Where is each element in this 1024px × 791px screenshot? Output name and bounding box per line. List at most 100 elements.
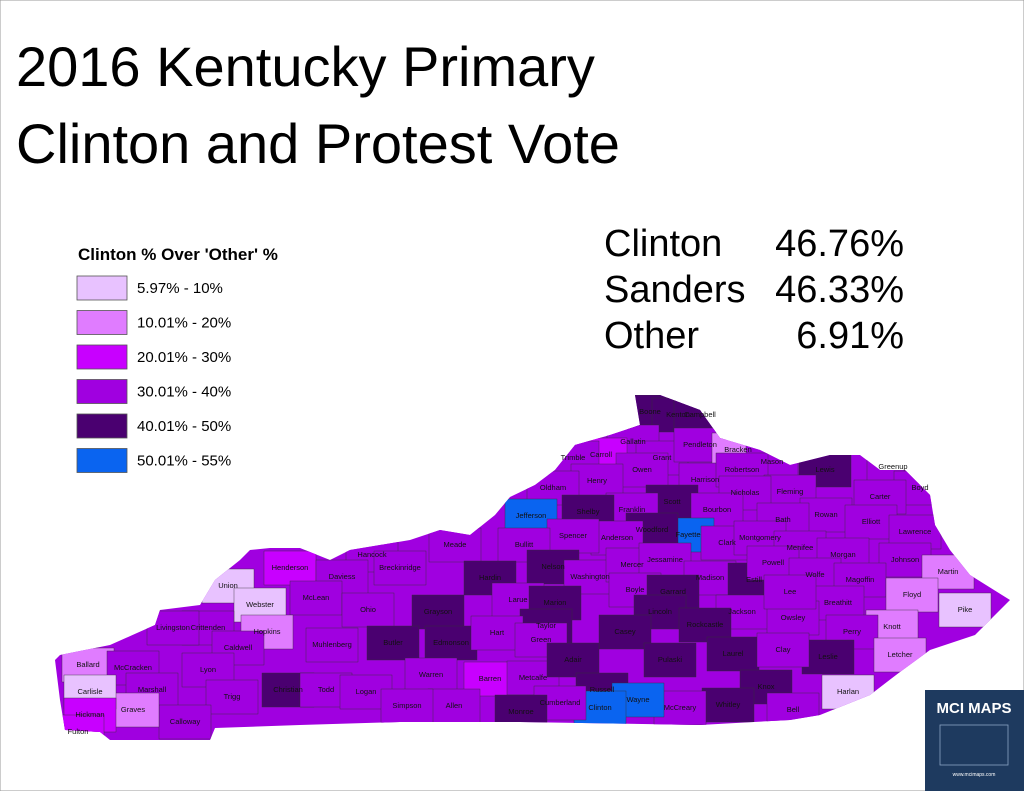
county-label: Whitley [716,700,741,709]
county-label: Muhlenberg [312,640,352,649]
county-label: Knott [883,622,901,631]
county-label: Ballard [76,660,99,669]
county-label: Rowan [814,510,837,519]
county-label: Estill [746,575,762,584]
result-value: 46.33% [775,269,904,311]
county-label: Marshall [138,685,167,694]
county-label: Madison [696,573,724,582]
county-label: Shelby [577,507,600,516]
legend-label: 5.97% - 10% [137,280,223,297]
county-label: Crittenden [191,623,226,632]
legend: 5.97% - 10% 10.01% - 20% 20.01% - 30% 30.01… [76,275,231,473]
county-label: Grayson [424,607,452,616]
logo-box [925,690,1024,791]
legend-label: 40.01% - 50% [137,418,231,435]
county [811,585,865,621]
county-label: Elliott [862,517,881,526]
legend-title: Clinton % Over 'Other' % [78,245,278,264]
county-label: Barren [479,674,502,683]
county-label: Pike [958,605,973,614]
county-label: Cumberland [540,698,581,707]
county-label: Rockcastle [687,620,724,629]
county [404,657,458,693]
county-label: Hart [490,628,505,637]
county-label: Lincoln [648,607,672,616]
county-label: Hardin [479,573,501,582]
county-label: Lewis [815,465,834,474]
county-label: Montgomery [739,533,781,542]
county-label: Wolfe [805,570,824,579]
county-label: Oldham [540,483,566,492]
legend-swatch [76,344,128,370]
county-label: Bell [787,705,800,714]
county-label: Breathitt [824,598,853,607]
county-label: Mercer [620,560,644,569]
county-label: Webster [246,600,274,609]
county [514,622,568,658]
county-label: Grant [653,453,673,462]
county-label: Wayne [626,695,649,704]
county-label: Ohio [360,605,376,614]
county-label: Morgan [830,550,855,559]
county [643,642,697,678]
county-label: Kenton [666,410,690,419]
legend-label: 50.01% - 55% [137,453,231,470]
county-label: McLean [303,593,330,602]
county-label: Todd [318,685,334,694]
county-label: Powell [762,558,784,567]
county-label: Livingston [156,623,190,632]
county-label: Lawrence [899,527,932,536]
county-label: Bath [775,515,790,524]
county-label: Robertson [725,465,760,474]
county-label: Trigg [224,692,241,701]
county-label: Hickman [75,710,104,719]
county [289,580,343,616]
county [470,615,524,651]
county-label: Warren [419,670,443,679]
county-label: Harrison [691,475,719,484]
county [938,592,992,628]
county-label: Metcalfe [519,673,547,682]
county-label: Nelson [541,562,564,571]
result-name: Sanders [604,269,746,311]
county-label: Mason [761,457,784,466]
county-label: Franklin [619,505,646,514]
county-label: Fleming [777,487,804,496]
logo-url: www.mcimaps.com [953,772,996,778]
county-label: Green [531,635,552,644]
legend-swatch [76,275,128,301]
county-label: Floyd [903,590,921,599]
county-label: McCreary [664,703,697,712]
county-label: Caldwell [224,643,253,652]
county-label: Owsley [781,613,806,622]
county-label: Edmonson [433,638,469,647]
logo: MCI MAPS www.mcimaps.com [925,690,1024,791]
county-label: Bracken [724,445,752,454]
county [380,688,434,724]
county-label: Knox [757,682,774,691]
county-label: Hopkins [253,627,280,636]
legend-label: 20.01% - 30% [137,349,231,366]
result-name: Clinton [604,223,722,265]
result-name: Other [604,315,699,357]
results: Clinton 46.76% Sanders 46.33% Other 6.91% [604,223,904,357]
county-label: Henry [587,476,607,485]
legend-swatch [76,413,128,439]
county-label: Letcher [887,650,913,659]
county-label: Clark [718,538,736,547]
county-label: Greenup [878,462,907,471]
county-label: Taylor [536,621,557,630]
county-label: Carlisle [77,687,102,696]
county [570,463,624,499]
logo-title: MCI MAPS [937,700,1012,717]
county-label: Russell [590,685,615,694]
county-label: Johnson [891,555,919,564]
county-label: Clinton [588,703,611,712]
county-label: Lyon [200,665,216,674]
county [885,577,939,613]
county-label: Carroll [590,450,612,459]
county [366,625,420,661]
county-label: Allen [446,701,463,710]
county [305,627,359,663]
